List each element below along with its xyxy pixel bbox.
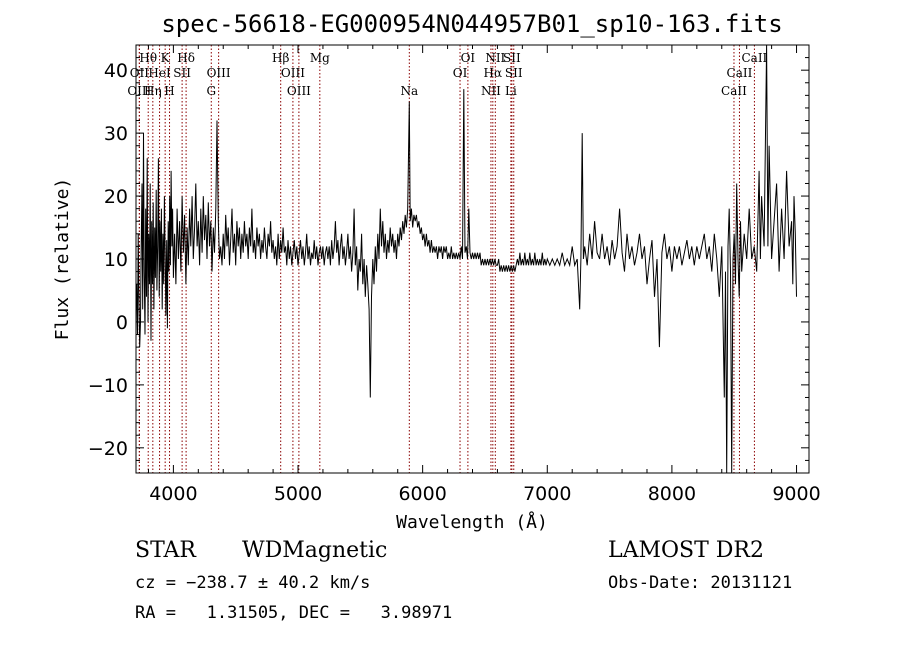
object-subclass: WDMagnetic bbox=[242, 538, 388, 563]
x-tick-label: 9000 bbox=[772, 483, 820, 505]
y-tick-label: 40 bbox=[104, 60, 128, 82]
spectral-line-label: SII bbox=[173, 66, 191, 80]
x-tick-label: 4000 bbox=[149, 483, 197, 505]
spectral-line-label: Li bbox=[505, 84, 517, 98]
spectral-line-label: Hβ bbox=[272, 51, 289, 65]
spectral-line-label: K bbox=[161, 51, 171, 65]
y-tick-label: −10 bbox=[88, 375, 128, 397]
x-axis-label: Wavelength (Å) bbox=[396, 511, 548, 533]
x-tick-label: 6000 bbox=[398, 483, 446, 505]
y-tick-label: 20 bbox=[104, 186, 128, 208]
ra-dec-coordinates: RA = 1.31505, DEC = 3.98971 bbox=[135, 603, 453, 623]
spectral-line-label: G bbox=[206, 84, 216, 98]
spectral-line-label: CaII bbox=[741, 51, 767, 65]
spectral-line-label: CaII bbox=[727, 66, 753, 80]
observation-date: Obs-Date: 20131121 bbox=[608, 573, 793, 593]
redshift-cz: cz = −238.7 ± 40.2 km/s bbox=[135, 573, 371, 593]
spectral-line-label: SII bbox=[503, 51, 521, 65]
spectral-line-label: H bbox=[164, 84, 174, 98]
spectral-line-label: Na bbox=[400, 84, 418, 98]
spectral-line-label: Hθ bbox=[139, 51, 157, 65]
spectral-line-label: Hα bbox=[484, 66, 503, 80]
spectral-line-label: OIII bbox=[287, 84, 311, 98]
x-tick-label: 7000 bbox=[523, 483, 571, 505]
spectral-line-label: Hη bbox=[144, 84, 162, 98]
spectral-line-label: CaII bbox=[721, 84, 747, 98]
y-axis: −20 −10 0 10 20 30 40 bbox=[88, 44, 809, 461]
survey-name: LAMOST DR2 bbox=[608, 538, 764, 563]
spectrum-series-line bbox=[136, 44, 797, 474]
x-tick-label: 8000 bbox=[648, 483, 696, 505]
object-class: STAR bbox=[135, 538, 196, 563]
x-axis: 4000 5000 6000 7000 8000 9000 bbox=[147, 45, 821, 505]
spectral-line-label: OIII bbox=[207, 66, 231, 80]
spectral-line-label: NII bbox=[485, 51, 505, 65]
spectral-line-label: OII bbox=[130, 66, 150, 80]
y-tick-label: −20 bbox=[88, 438, 128, 460]
plot-frame bbox=[135, 44, 810, 474]
spectral-line-label: OIII bbox=[127, 84, 151, 98]
spectral-line-labels: HθOIIOIIIKHeIHηHδSIIHOIIIGHβOIIIOIIIMgNa… bbox=[127, 51, 767, 98]
spectral-line-label: OI bbox=[461, 51, 476, 65]
spectral-line-label: Hδ bbox=[177, 51, 195, 65]
spectral-line-label: NII bbox=[481, 84, 501, 98]
y-axis-label: Flux (relative) bbox=[52, 178, 73, 341]
y-tick-label: 0 bbox=[116, 312, 128, 334]
x-tick-label: 5000 bbox=[274, 483, 322, 505]
spectral-line-label: OI bbox=[453, 66, 468, 80]
spectral-line-label: OIII bbox=[281, 66, 305, 80]
y-tick-label: 30 bbox=[104, 123, 128, 145]
spectral-line-label: SII bbox=[505, 66, 523, 80]
spectral-line-label: HeI bbox=[148, 66, 171, 80]
y-tick-label: 10 bbox=[104, 249, 128, 271]
chart-title: spec-56618-EG000954N044957B01_sp10-163.f… bbox=[161, 10, 782, 38]
spectral-line-label: Mg bbox=[310, 51, 330, 65]
